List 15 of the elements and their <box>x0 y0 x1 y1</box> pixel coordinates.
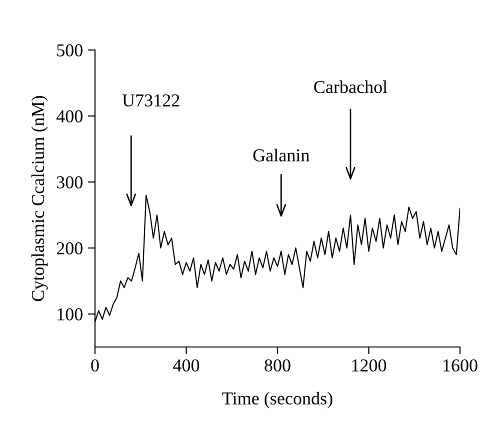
annotation: Galanin <box>253 148 310 162</box>
x-tick-label: 800 <box>264 359 290 372</box>
y-tick-label: 500 <box>57 44 83 56</box>
y-axis-title: Cytoplasmic Ccalcium (nM) <box>31 96 48 302</box>
x-axis-title: Time (seconds) <box>222 392 332 408</box>
y-tick-label: 300 <box>56 176 83 188</box>
y-tick-label: 400 <box>56 110 83 122</box>
annotation: U73122 <box>122 94 180 106</box>
annotation: Carbachol <box>314 80 388 94</box>
x-tick-label: 0 <box>91 359 99 372</box>
x-tick-label: 400 <box>173 359 200 372</box>
x-tick-label: 1600 <box>444 359 478 372</box>
x-tick-label: 1200 <box>352 359 386 372</box>
y-tick-label: 100 <box>58 308 83 320</box>
y-tick-label: 200 <box>56 242 83 254</box>
